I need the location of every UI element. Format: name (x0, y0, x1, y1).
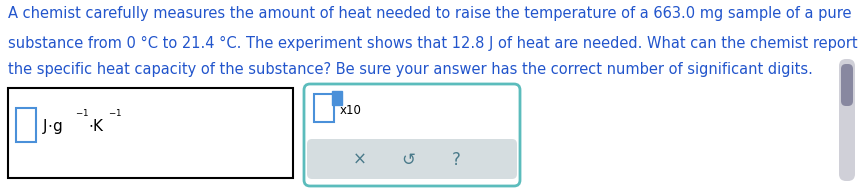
Text: J$\cdot$g: J$\cdot$g (42, 117, 63, 135)
Text: $^{-1}$: $^{-1}$ (108, 109, 122, 123)
Bar (8, 88, 293, 178)
Text: ?: ? (452, 151, 460, 169)
Text: x10: x10 (340, 103, 362, 117)
FancyBboxPatch shape (841, 64, 853, 106)
Text: ↺: ↺ (401, 151, 415, 169)
Text: $^{-1}$: $^{-1}$ (75, 109, 89, 123)
FancyBboxPatch shape (304, 84, 520, 186)
FancyBboxPatch shape (307, 139, 517, 179)
Text: $\cdot$K: $\cdot$K (88, 118, 105, 134)
Bar (332, 91, 342, 105)
FancyBboxPatch shape (839, 59, 855, 181)
Text: A chemist carefully measures the amount of heat needed to raise the temperature : A chemist carefully measures the amount … (8, 6, 851, 21)
Text: substance from 0 °C to 21.4 °C. The experiment shows that 12.8 J of heat are nee: substance from 0 °C to 21.4 °C. The expe… (8, 36, 860, 51)
Bar (16, 108, 36, 142)
Text: the specific heat capacity of the substance? Be sure your answer has the correct: the specific heat capacity of the substa… (8, 62, 813, 77)
Text: ×: × (353, 151, 367, 169)
Bar (314, 94, 334, 122)
